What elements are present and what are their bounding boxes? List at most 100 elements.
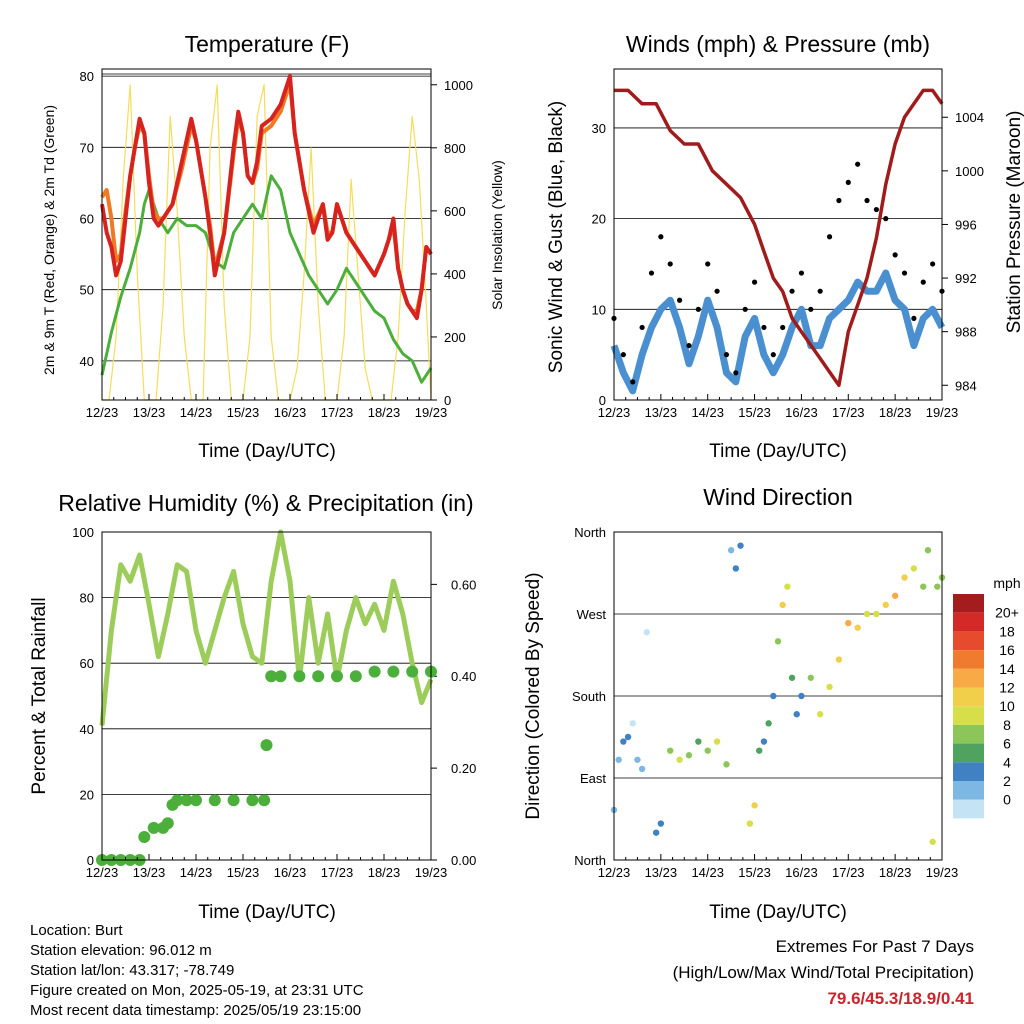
direction-point: [770, 692, 777, 700]
location-text: Location: Burt: [30, 922, 123, 939]
precip-point: [260, 739, 273, 752]
y2-tick-label: 800: [444, 141, 466, 156]
precip-point: [138, 831, 151, 844]
precip-point: [227, 794, 240, 807]
direction-point: [620, 738, 627, 745]
gust-point: [883, 216, 889, 222]
gust-point: [667, 261, 673, 267]
gust-point: [873, 206, 880, 213]
precip-point: [133, 854, 146, 866]
x-tick-label: 16/23: [274, 865, 307, 880]
temperature-x-label: Time (Day/UTC): [198, 441, 336, 462]
gust-point: [798, 270, 805, 276]
direction-point: [826, 683, 833, 691]
latlon-text: Station lat/lon: 43.317; -78.749: [30, 962, 235, 979]
colorbar-swatch: [953, 594, 984, 613]
y2-tick-label: 0: [444, 393, 451, 408]
y2-tick-label: 0.60: [451, 577, 476, 592]
extremes-box: Extremes For Past 7 Days (High/Low/Max W…: [673, 934, 974, 1012]
direction-point: [793, 711, 800, 718]
precip-point: [425, 665, 437, 678]
y2-tick-label: 200: [444, 330, 466, 345]
direction-point: [873, 610, 880, 618]
x-tick-label: 19/23: [415, 865, 448, 880]
x-tick-label: 19/23: [926, 405, 959, 420]
plot-frame: [101, 68, 432, 401]
colorbar-title: mph: [993, 575, 1020, 591]
direction-point: [924, 547, 932, 554]
y-tick-label: 60: [80, 211, 94, 226]
direction-point: [807, 674, 814, 681]
y-tick-label: North: [574, 853, 606, 868]
gust-point: [761, 324, 767, 331]
gust-point: [939, 288, 945, 294]
direction-title: Wind Direction: [703, 484, 853, 510]
extremes-subtitle: (High/Low/Max Wind/Total Precipitation): [672, 963, 974, 982]
precip-point: [349, 670, 362, 683]
wind-line: [610, 269, 946, 395]
direction-point: [751, 802, 758, 809]
created-text: Figure created on Mon, 2025-05-19, at 23…: [30, 982, 364, 999]
colorbar-swatch: [953, 631, 984, 651]
direction-point: [910, 565, 918, 572]
winds-title: Winds (mph) & Pressure (mb): [626, 31, 930, 57]
temperature-y-label: 2m & 9m T (Red, Orange) & 2m Td (Green): [41, 105, 57, 375]
y2-tick-label: 1004: [955, 110, 984, 125]
colorbar-swatch: [953, 612, 984, 632]
gust-point: [836, 197, 842, 204]
colorbar-label: 4: [1003, 754, 1011, 770]
direction-point: [863, 610, 871, 618]
gust-point: [845, 179, 851, 185]
x-tick-label: 15/23: [227, 405, 260, 420]
recent-text: Most recent data timestamp: 2025/05/19 2…: [30, 1002, 362, 1019]
y2-tick-label: 0.20: [451, 761, 476, 776]
precip-point: [157, 821, 170, 834]
winds-x-label: Time (Day/UTC): [709, 441, 847, 462]
direction-point: [652, 829, 660, 836]
y-tick-label: 80: [80, 69, 94, 84]
y-tick-label: 80: [80, 591, 94, 606]
y2-tick-label: 0.40: [451, 669, 476, 684]
y2-tick-label: 984: [955, 378, 977, 393]
precip-point: [387, 665, 400, 678]
gust-point: [855, 161, 861, 167]
colorbar-swatch: [953, 687, 984, 707]
direction-point: [657, 820, 665, 827]
gust-point: [686, 342, 692, 349]
gust-point: [648, 270, 655, 276]
direction-point: [695, 738, 702, 745]
temperature-y2-label: Solar Insolation (Yellow): [489, 160, 505, 310]
colorbar-swatch: [953, 668, 984, 688]
x-tick-label: 19/23: [415, 405, 448, 420]
colorbar-label: 8: [1003, 717, 1011, 733]
direction-point: [746, 820, 754, 827]
precip-point: [96, 854, 108, 866]
precip-point: [265, 670, 278, 683]
colorbar-swatch: [953, 706, 984, 725]
humidity-title: Relative Humidity (%) & Precipitation (i…: [58, 490, 473, 516]
y2-tick-label: 400: [444, 267, 466, 282]
direction-point: [929, 838, 936, 845]
y2-tick-label: 996: [955, 217, 977, 232]
winds-y2-label: Station Pressure (Maroon): [1004, 111, 1024, 334]
direction-point: [938, 574, 946, 581]
extremes-title: Extremes For Past 7 Days: [775, 937, 974, 956]
precip-point: [180, 794, 193, 807]
gust-point: [705, 261, 711, 267]
direction-x-label: Time (Day/UTC): [709, 902, 847, 923]
x-tick-label: 19/23: [926, 865, 959, 880]
y2-tick-label: 0.00: [451, 853, 476, 868]
x-tick-label: 18/23: [879, 865, 912, 880]
direction-point: [615, 756, 622, 763]
precip-point: [190, 794, 202, 807]
gust-point: [770, 352, 776, 358]
direction-point: [882, 601, 889, 609]
precip-point: [331, 670, 343, 683]
x-tick-label: 12/23: [598, 405, 631, 420]
x-tick-label: 14/23: [180, 865, 213, 880]
humidity-x-label: Time (Day/UTC): [198, 902, 336, 923]
colorbar-swatch: [953, 743, 984, 763]
gust-point: [892, 252, 898, 258]
